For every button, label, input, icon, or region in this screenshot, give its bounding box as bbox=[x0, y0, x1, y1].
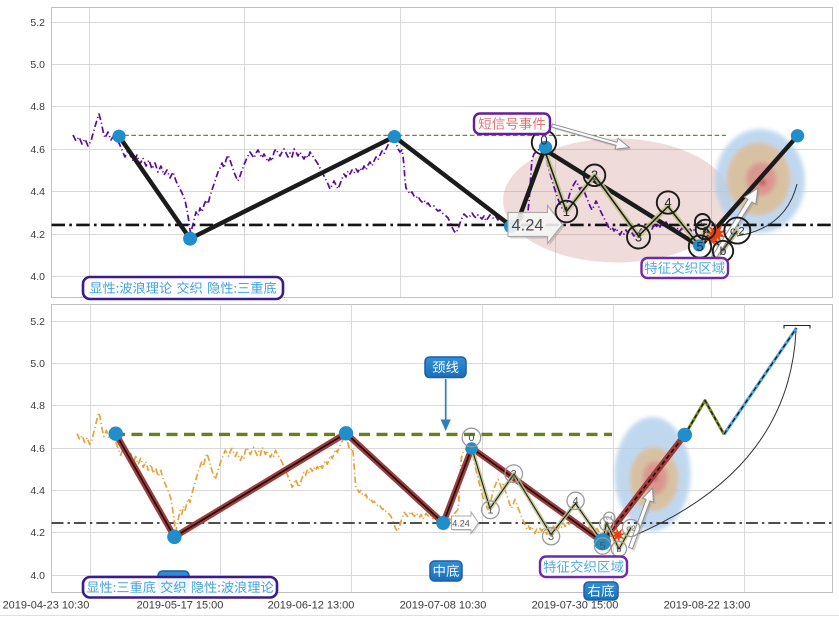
svg-text:4: 4 bbox=[573, 496, 579, 508]
svg-text:4.24: 4.24 bbox=[511, 217, 543, 235]
svg-text:5.0: 5.0 bbox=[30, 358, 45, 370]
svg-text:4.2: 4.2 bbox=[30, 527, 45, 539]
svg-text:3: 3 bbox=[548, 531, 554, 543]
svg-text:4.4: 4.4 bbox=[30, 186, 45, 198]
svg-text:2: 2 bbox=[511, 468, 517, 480]
svg-text:0: 0 bbox=[468, 432, 474, 444]
svg-text:4.4: 4.4 bbox=[30, 485, 45, 497]
svg-text:0: 0 bbox=[540, 133, 547, 148]
svg-text:5.2: 5.2 bbox=[30, 316, 45, 328]
svg-text:4.24: 4.24 bbox=[452, 519, 470, 529]
svg-text:2019-04-23 10:30: 2019-04-23 10:30 bbox=[3, 600, 90, 612]
svg-text:4.6: 4.6 bbox=[30, 443, 45, 455]
svg-text:5.2: 5.2 bbox=[30, 17, 45, 29]
svg-text:c.1: c.1 bbox=[606, 515, 613, 521]
svg-text:c.2: c.2 bbox=[626, 525, 635, 532]
svg-text:4.0: 4.0 bbox=[30, 271, 45, 283]
svg-text:2019-05-17 15:00: 2019-05-17 15:00 bbox=[137, 600, 224, 612]
svg-text:c.2: c.2 bbox=[730, 225, 745, 237]
svg-text:5: 5 bbox=[600, 541, 606, 553]
svg-text:2019-06-12 13:00: 2019-06-12 13:00 bbox=[268, 600, 355, 612]
svg-text:4.2: 4.2 bbox=[30, 229, 45, 241]
svg-text:a: a bbox=[604, 519, 609, 529]
svg-text:2: 2 bbox=[591, 168, 598, 183]
svg-text:b: b bbox=[720, 244, 727, 258]
svg-text:4.8: 4.8 bbox=[30, 101, 45, 113]
svg-text:b: b bbox=[616, 544, 621, 554]
svg-text:2019-08-22 13:00: 2019-08-22 13:00 bbox=[664, 600, 751, 612]
svg-text:4: 4 bbox=[664, 195, 671, 210]
svg-text:4.8: 4.8 bbox=[30, 400, 45, 412]
svg-text:a: a bbox=[702, 224, 709, 236]
svg-text:2019-07-08 10:30: 2019-07-08 10:30 bbox=[400, 600, 487, 612]
svg-text:1: 1 bbox=[563, 204, 570, 219]
svg-text:5.0: 5.0 bbox=[30, 59, 45, 71]
svg-text:5: 5 bbox=[696, 239, 703, 254]
svg-text:2019-07-30 15:00: 2019-07-30 15:00 bbox=[532, 600, 619, 612]
svg-text:4.6: 4.6 bbox=[30, 144, 45, 156]
svg-text:1: 1 bbox=[487, 505, 493, 517]
svg-text:4.0: 4.0 bbox=[30, 570, 45, 582]
svg-text:3: 3 bbox=[635, 229, 642, 244]
svg-text:c: c bbox=[700, 217, 705, 227]
